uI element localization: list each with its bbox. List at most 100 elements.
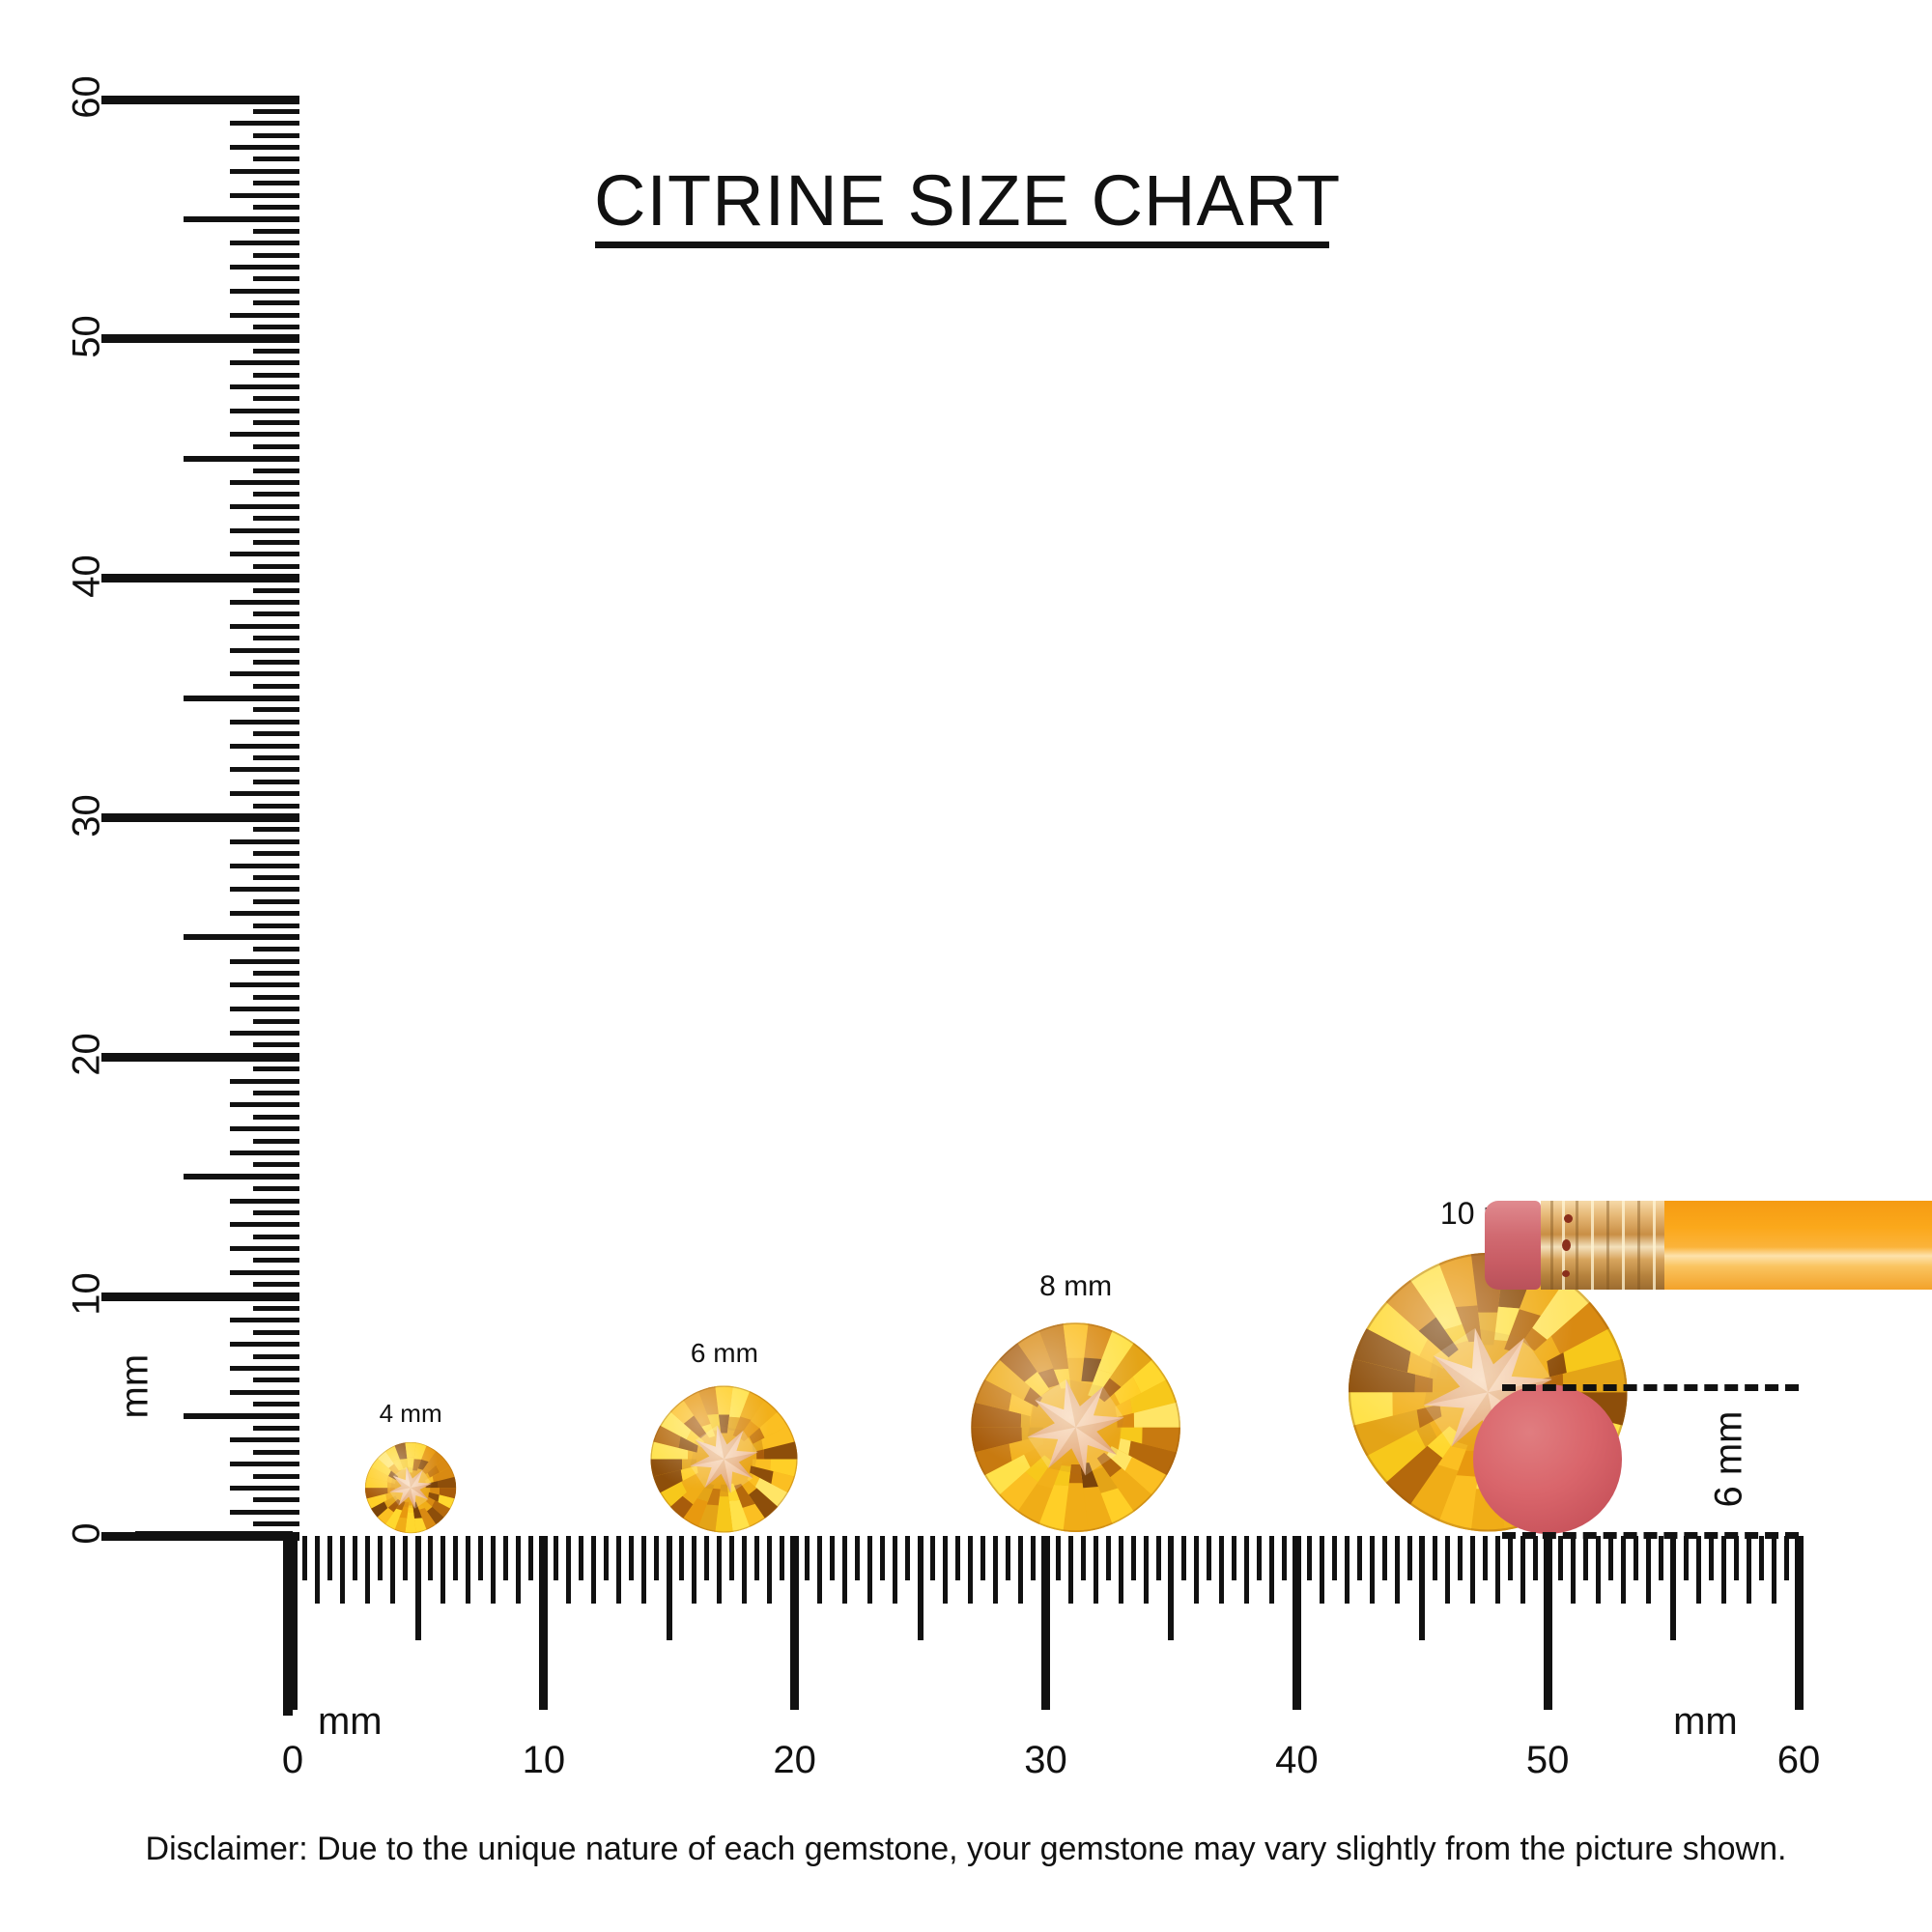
vertical-ruler-tick-minor — [253, 1353, 299, 1359]
vertical-ruler-tick — [230, 623, 299, 629]
horizontal-ruler-tick — [315, 1536, 321, 1604]
vertical-ruler-tick-minor — [253, 1282, 299, 1288]
horizontal-ruler-tick — [1794, 1536, 1804, 1710]
vertical-ruler-tick — [230, 1222, 299, 1228]
horizontal-ruler-tick-minor — [1482, 1536, 1488, 1580]
horizontal-ruler-tick-minor — [754, 1536, 760, 1580]
horizontal-ruler-tick-minor — [1658, 1536, 1663, 1580]
horizontal-ruler-tick — [1369, 1536, 1375, 1604]
horizontal-ruler-tick — [1168, 1536, 1175, 1640]
horizontal-ruler-tick — [1444, 1536, 1450, 1604]
horizontal-ruler-tick-minor — [1155, 1536, 1161, 1580]
vertical-ruler-tick — [230, 121, 299, 127]
vertical-ruler-tick-minor — [253, 1378, 299, 1383]
horizontal-ruler-tick — [566, 1536, 572, 1604]
horizontal-ruler-tick-minor — [1206, 1536, 1211, 1580]
eraser-dimension-line-bottom — [1501, 1532, 1799, 1539]
vertical-ruler-tick — [184, 934, 299, 941]
vertical-ruler-tick-minor — [253, 803, 299, 809]
vertical-ruler-tick — [230, 312, 299, 318]
horizontal-ruler-tick-minor — [704, 1536, 710, 1580]
vertical-ruler-tick — [230, 982, 299, 988]
horizontal-ruler-tick — [1720, 1536, 1726, 1604]
horizontal-ruler-tick — [1469, 1536, 1475, 1604]
horizontal-ruler-tick-minor — [327, 1536, 333, 1580]
horizontal-ruler-tick — [1143, 1536, 1149, 1604]
horizontal-ruler-tick-minor — [1457, 1536, 1463, 1580]
vertical-ruler-tick — [230, 168, 299, 174]
eraser-circle-reference — [1472, 1384, 1623, 1534]
horizontal-ruler-tick — [591, 1536, 597, 1604]
horizontal-ruler-tick — [365, 1536, 371, 1604]
vertical-ruler-tick — [230, 503, 299, 509]
horizontal-ruler-tick-minor — [1582, 1536, 1588, 1580]
horizontal-ruler-tick — [516, 1536, 522, 1604]
pencil-ferrule-rib — [1591, 1201, 1594, 1290]
eraser-dimension-line-top — [1501, 1384, 1799, 1392]
vertical-ruler-tick — [230, 360, 299, 366]
pencil-ferrule-rib — [1550, 1201, 1553, 1290]
vertical-ruler-tick-minor — [253, 1091, 299, 1095]
vertical-ruler-tick-minor — [253, 587, 299, 593]
vertical-ruler-tick — [230, 743, 299, 749]
gem-item: 4 mm — [364, 1399, 457, 1534]
vertical-ruler-tick-minor — [253, 205, 299, 211]
vertical-axis-tick-label: 20 — [65, 1033, 108, 1077]
horizontal-ruler-tick-minor — [1683, 1536, 1689, 1580]
horizontal-ruler-tick-minor — [679, 1536, 685, 1580]
pencil-body — [1664, 1201, 1932, 1290]
vertical-ruler-tick-minor — [253, 971, 299, 977]
horizontal-ruler-tick-minor — [403, 1536, 409, 1580]
pencil-ferrule-rib — [1576, 1201, 1578, 1290]
pencil-eraser-tip — [1485, 1201, 1541, 1290]
vertical-ruler-tick-minor — [253, 779, 299, 784]
horizontal-ruler-tick — [993, 1536, 999, 1604]
vertical-ruler-tick — [230, 1102, 299, 1108]
vertical-ruler-tick — [230, 1007, 299, 1012]
horizontal-ruler-tick-minor — [1281, 1536, 1287, 1580]
horizontal-ruler-tick — [440, 1536, 446, 1604]
horizontal-ruler-tick — [968, 1536, 974, 1604]
vertical-ruler-tick-minor — [253, 1066, 299, 1072]
vertical-ruler-tick-minor — [253, 1138, 299, 1144]
vertical-ruler-tick-minor — [253, 1402, 299, 1407]
vertical-ruler-tick — [230, 838, 299, 844]
vertical-ruler-tick — [230, 1509, 299, 1515]
vertical-ruler-tick — [230, 241, 299, 246]
horizontal-ruler-tick-minor — [378, 1536, 384, 1580]
horizontal-ruler-tick — [466, 1536, 471, 1604]
horizontal-ruler-tick — [1118, 1536, 1123, 1604]
vertical-ruler-tick — [230, 1389, 299, 1395]
horizontal-ruler-tick — [641, 1536, 647, 1604]
vertical-ruler-tick-minor — [253, 1425, 299, 1431]
horizontal-ruler-tick-minor — [805, 1536, 810, 1580]
horizontal-ruler-tick — [1067, 1536, 1073, 1604]
horizontal-axis-unit-label-right: mm — [1673, 1700, 1738, 1743]
vertical-ruler-tick — [101, 813, 299, 822]
horizontal-ruler-tick — [1419, 1536, 1426, 1640]
vertical-ruler-tick — [230, 1485, 299, 1491]
horizontal-ruler-tick — [1193, 1536, 1199, 1604]
horizontal-ruler-tick-minor — [1256, 1536, 1262, 1580]
horizontal-ruler-tick-minor — [1031, 1536, 1036, 1580]
horizontal-ruler-tick-minor — [353, 1536, 358, 1580]
horizontal-ruler-tick — [1319, 1536, 1324, 1604]
horizontal-ruler-tick-minor — [528, 1536, 534, 1580]
horizontal-ruler-tick-minor — [880, 1536, 886, 1580]
vertical-ruler-tick — [230, 1246, 299, 1252]
vertical-ruler-tick-minor — [253, 1473, 299, 1479]
vertical-ruler-tick-minor — [253, 1449, 299, 1455]
horizontal-ruler-tick-minor — [453, 1536, 459, 1580]
horizontal-ruler-tick — [1292, 1536, 1301, 1710]
horizontal-ruler-tick — [1520, 1536, 1525, 1604]
vertical-ruler-tick — [184, 455, 299, 462]
vertical-ruler-tick-minor — [253, 874, 299, 880]
horizontal-ruler-tick-minor — [1105, 1536, 1111, 1580]
vertical-ruler-tick-minor — [253, 492, 299, 497]
axis-corner-vertical — [283, 1532, 293, 1716]
horizontal-ruler-tick-minor — [1758, 1536, 1764, 1580]
horizontal-ruler-tick — [1218, 1536, 1224, 1604]
vertical-ruler-tick — [230, 647, 299, 653]
vertical-ruler-tick-minor — [253, 420, 299, 426]
